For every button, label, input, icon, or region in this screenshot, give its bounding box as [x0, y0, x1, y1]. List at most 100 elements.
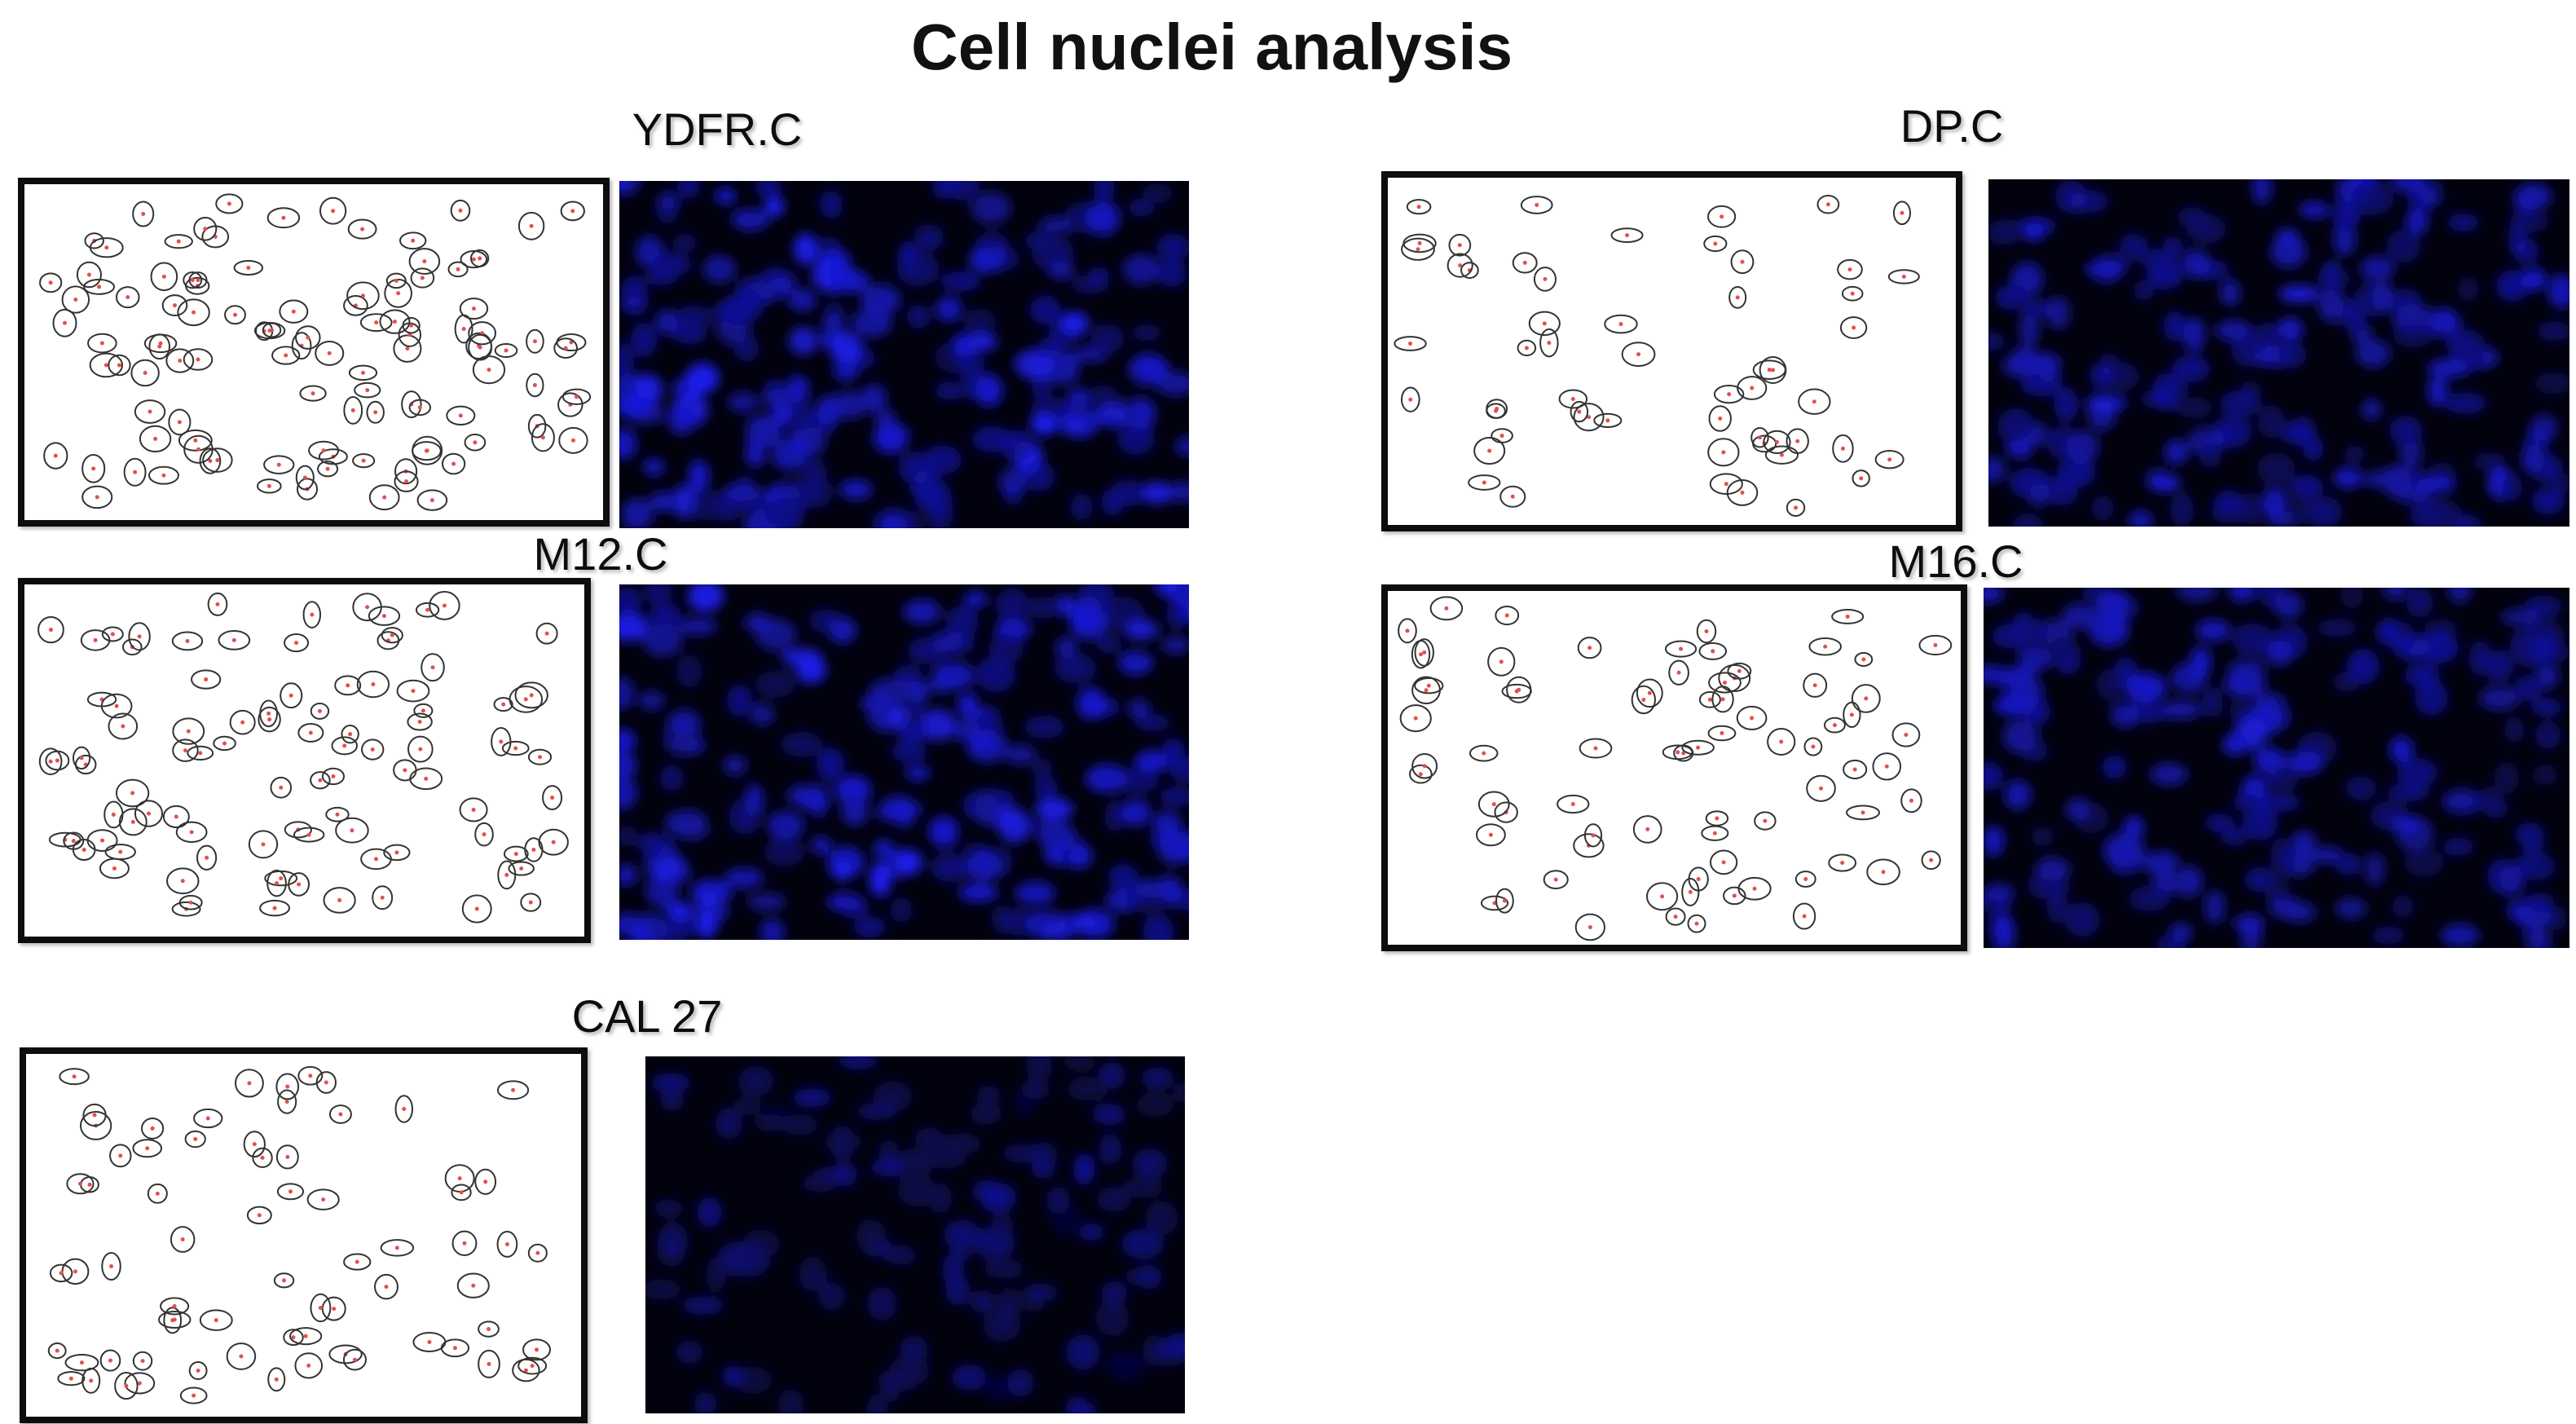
- stained-nucleus: [676, 1340, 703, 1364]
- stained-nucleus: [1135, 1093, 1174, 1118]
- nucleus-outline: [1665, 907, 1686, 926]
- stained-nucleus: [2442, 788, 2483, 815]
- nucleus-outline: [302, 601, 322, 629]
- nucleus-outline: [429, 591, 460, 620]
- nucleus-outline: [1918, 634, 1953, 656]
- nucleus-id: [1864, 696, 1869, 701]
- nucleus-id: [193, 438, 198, 443]
- nucleus-id: [381, 614, 386, 619]
- stained-nucleus: [1096, 636, 1122, 654]
- nucleus-id: [174, 814, 178, 819]
- nucleus-id: [91, 466, 96, 471]
- stained-nucleus: [2390, 288, 2422, 318]
- nucleus-outline: [175, 821, 208, 843]
- nucleus-id: [1587, 415, 1592, 420]
- nucleus-outline: [297, 723, 324, 743]
- nucleus-id: [384, 1285, 389, 1290]
- nucleus-id: [1721, 860, 1726, 865]
- nucleus-id: [513, 746, 518, 751]
- nucleus-outline: [478, 1349, 500, 1378]
- stained-nucleus: [866, 1394, 888, 1413]
- nucleus-outline: [356, 670, 390, 699]
- stained-nucleus: [2119, 233, 2148, 258]
- stained-nucleus: [2220, 279, 2241, 306]
- nucleus-id: [1676, 750, 1680, 755]
- stained-nucleus: [2195, 619, 2231, 642]
- nucleus-id: [208, 459, 213, 464]
- nucleus-outline: [101, 1252, 121, 1281]
- nucleus-outline: [289, 1327, 323, 1346]
- nucleus-outline: [341, 725, 359, 744]
- stained-nucleus: [896, 849, 923, 875]
- nucleus-outline: [468, 321, 497, 346]
- nucleus-outline: [1874, 450, 1904, 470]
- stained-nucleus: [2176, 865, 2200, 899]
- stained-nucleus: [2423, 500, 2462, 527]
- stained-nucleus: [835, 774, 871, 809]
- nucleus-outline: [1604, 314, 1638, 334]
- stained-nucleus: [1096, 1187, 1131, 1212]
- nucleus-id: [474, 906, 479, 911]
- stained-nucleus: [2127, 510, 2154, 527]
- stained-nucleus: [1097, 403, 1129, 429]
- stained-nucleus: [905, 765, 931, 782]
- nucleus-outline: [233, 260, 264, 276]
- nucleus-id: [306, 832, 311, 837]
- nucleus-id: [482, 832, 487, 837]
- nucleus-outline: [1574, 913, 1605, 941]
- stained-nucleus: [1068, 387, 1088, 409]
- nucleus-id: [523, 1368, 528, 1373]
- nucleus-id: [257, 1213, 262, 1218]
- stained-nucleus: [1066, 1078, 1108, 1101]
- nucleus-id: [1735, 295, 1740, 300]
- nucleus-outline: [124, 1372, 156, 1395]
- nucleus-id: [86, 272, 91, 277]
- nucleus-id: [1720, 214, 1724, 219]
- nucleus-id: [1909, 798, 1913, 803]
- stained-nucleus: [621, 498, 654, 528]
- nucleus-id: [1795, 439, 1800, 443]
- nucleus-id: [457, 1176, 462, 1181]
- nucleus-outline: [1750, 427, 1769, 448]
- stained-nucleus: [655, 309, 680, 335]
- stained-nucleus: [2397, 757, 2438, 787]
- stained-nucleus: [2232, 915, 2262, 932]
- nucleus-id: [402, 1107, 407, 1112]
- stained-nucleus: [2515, 822, 2543, 846]
- nucleus-id: [407, 333, 412, 337]
- stained-nucleus: [2062, 603, 2098, 629]
- stained-nucleus: [2152, 375, 2189, 400]
- stained-nucleus: [1141, 1067, 1174, 1089]
- stained-nucleus: [1108, 863, 1138, 890]
- stained-nucleus: [2222, 733, 2248, 756]
- nucleus-outline: [1707, 725, 1737, 742]
- nucleus-outline: [374, 1273, 399, 1300]
- nucleus-outline: [1480, 895, 1509, 911]
- stained-nucleus: [769, 497, 806, 522]
- stained-nucleus: [1031, 758, 1053, 779]
- nucleus-outline: [310, 1293, 332, 1323]
- nucleus-outline: [1831, 608, 1865, 624]
- stained-nucleus: [991, 1214, 1014, 1239]
- nucleus-outline: [1752, 359, 1786, 380]
- stained-nucleus: [636, 913, 667, 940]
- stained-nucleus: [654, 1199, 684, 1218]
- nucleus-outline: [407, 712, 433, 731]
- nucleus-outline: [299, 385, 327, 402]
- nucleus-id: [382, 495, 387, 500]
- nucleus-id: [1847, 267, 1852, 272]
- segmentation-frame: [1381, 171, 1962, 531]
- nucleus-id: [1488, 832, 1493, 837]
- nucleus-id: [1737, 668, 1742, 673]
- stained-nucleus: [1007, 1369, 1034, 1398]
- nucleus-outline: [134, 399, 166, 424]
- nucleus-id: [189, 830, 194, 835]
- nucleus-outline: [1539, 328, 1559, 358]
- stained-nucleus: [1984, 761, 2003, 791]
- nucleus-outline: [1711, 686, 1734, 713]
- nucleus-outline: [1394, 336, 1427, 351]
- stained-nucleus: [975, 656, 1016, 693]
- stained-nucleus: [643, 584, 673, 603]
- nucleus-id: [1570, 801, 1575, 806]
- nucleus-id: [458, 208, 463, 213]
